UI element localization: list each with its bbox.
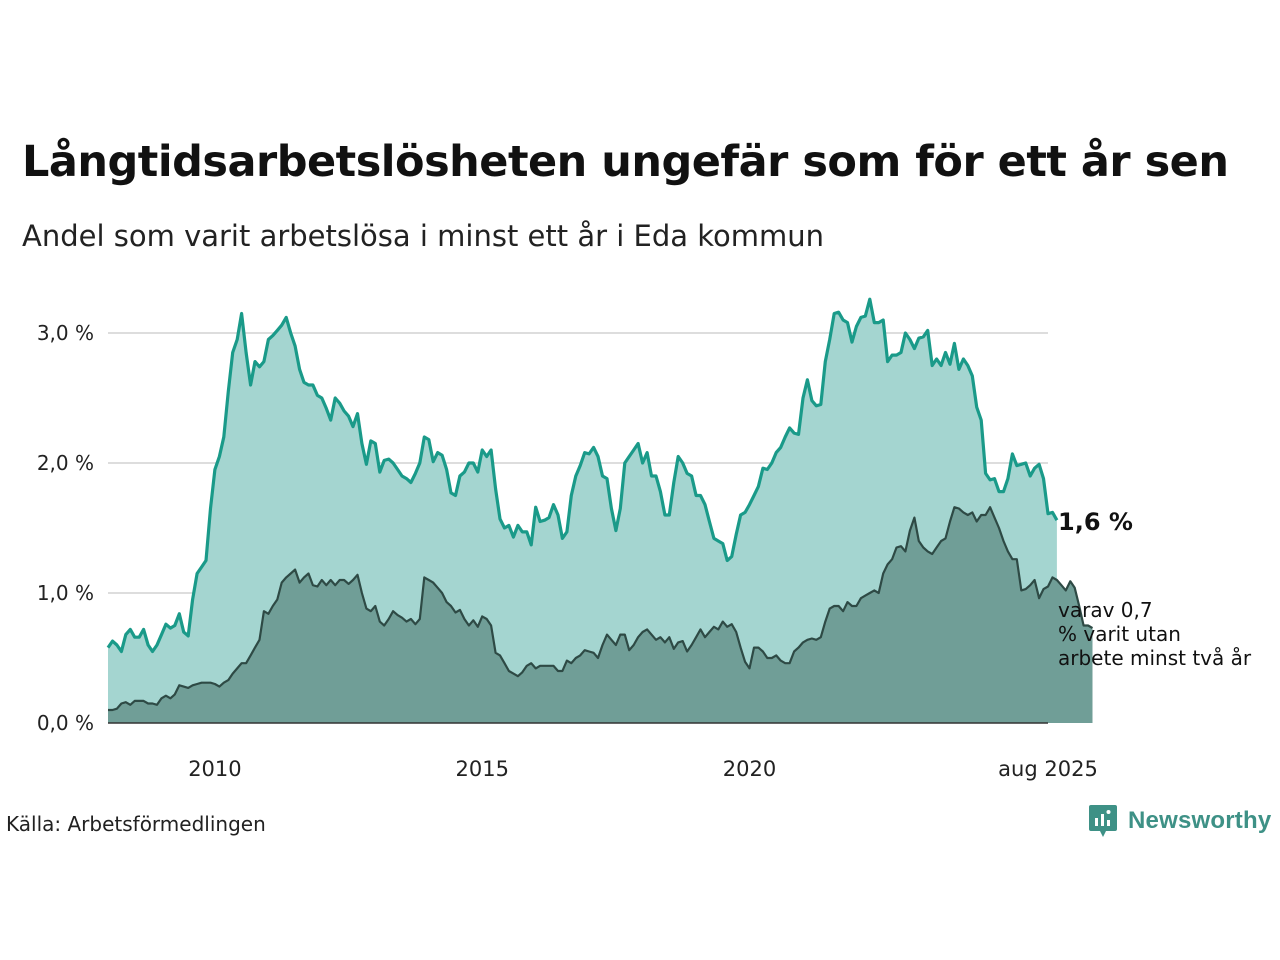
series-areas	[106, 297, 1094, 723]
chart-subtitle: Andel som varit arbetslösa i minst ett å…	[22, 219, 825, 253]
source-note: Källa: Arbetsförmedlingen	[6, 812, 266, 836]
two-year-end-label: varav 0,7% varit utan arbete minst två år	[1058, 598, 1252, 670]
chart-title: Långtidsarbetslösheten ungefär som för e…	[22, 137, 1229, 187]
y-tick-label: 1,0 %	[37, 581, 94, 605]
x-tick-label: 2010	[188, 757, 241, 781]
series-end-labels: 1,6 % varav 0,7% varit utan arbete minst t…	[1058, 508, 1252, 670]
two-year-share-area	[108, 507, 1093, 723]
two-year-share-line	[108, 506, 1094, 712]
newsworthy-logo-icon	[1089, 805, 1117, 837]
y-tick-label: 2,0 %	[37, 451, 94, 475]
brand-name: Newsworthy	[1128, 807, 1272, 834]
total-share-line	[106, 297, 1059, 654]
axes: 0,0 % 1,0 % 2,0 % 3,0 % 2010 2015 2020 aug 2025	[37, 321, 1098, 781]
x-tick-label: 2015	[455, 757, 508, 781]
x-tick-label: 2020	[723, 757, 776, 781]
total-end-label: 1,6 %	[1058, 508, 1133, 536]
x-tick-label: aug 2025	[998, 757, 1098, 781]
y-tick-label: 3,0 %	[37, 321, 94, 345]
y-tick-label: 0,0 %	[37, 711, 94, 735]
brand-logo: Newsworthy	[1088, 803, 1271, 839]
